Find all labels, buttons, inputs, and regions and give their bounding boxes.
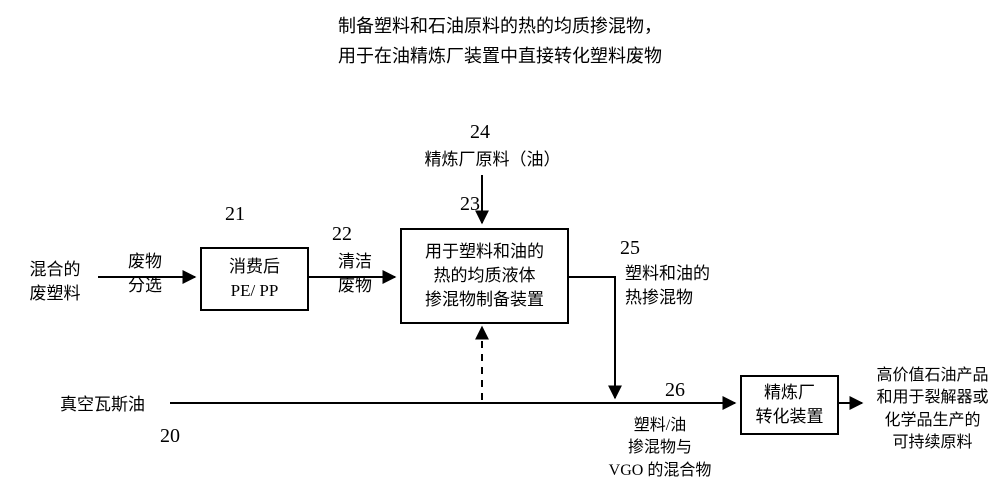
box-refinery-l2: 转化装置 (756, 405, 824, 429)
output-l1: 高价值石油产品 (876, 367, 988, 384)
mix-vgo-l1: 塑料/油 (634, 417, 686, 434)
clean-waste-l2: 废物 (338, 276, 372, 295)
label-mix-with-vgo: 塑料/油 掺混物与 VGO 的混合物 (590, 415, 730, 482)
mix-vgo-l2: 掺混物与 (628, 439, 692, 456)
ref-number-26: 26 (665, 376, 685, 404)
diagram-canvas: 制备塑料和石油原料的热的均质掺混物， 用于在油精炼厂装置中直接转化塑料废物 21… (0, 0, 1000, 503)
box-post-consumer-pe-pp: 消费后 PE/ PP (200, 247, 309, 311)
label-hot-blend: 塑料和油的 热掺混物 (625, 262, 735, 310)
output-l4: 可持续原料 (892, 434, 972, 451)
box-blend-prep-unit: 用于塑料和油的 热的均质液体 掺混物制备装置 (400, 228, 569, 324)
mixed-waste-l1: 混合的 (30, 260, 81, 279)
waste-sort-l1: 废物 (128, 252, 162, 271)
mix-vgo-l3: VGO 的混合物 (609, 462, 712, 479)
label-output-products: 高价值石油产品 和用于裂解器或 化学品生产的 可持续原料 (865, 365, 1000, 455)
title-line2: 用于在油精炼厂装置中直接转化塑料废物 (0, 42, 1000, 71)
box21-l2: PE/ PP (231, 279, 279, 303)
title-text-1: 制备塑料和石油原料的热的均质掺混物， (338, 16, 662, 36)
output-l3: 化学品生产的 (884, 412, 980, 429)
box23-l1: 用于塑料和油的 (425, 240, 544, 264)
label-waste-sort: 废物 分选 (120, 250, 170, 298)
box-refinery-conversion: 精炼厂 转化装置 (740, 375, 839, 435)
title-text-2: 用于在油精炼厂装置中直接转化塑料废物 (338, 46, 662, 66)
box-refinery-l1: 精炼厂 (764, 381, 815, 405)
title-line1: 制备塑料和石油原料的热的均质掺混物， (0, 12, 1000, 41)
label-mixed-waste-plastic: 混合的 废塑料 (20, 258, 90, 306)
hot-blend-l2: 热掺混物 (625, 288, 693, 307)
ref-number-21: 21 (225, 200, 245, 228)
ref-number-23: 23 (460, 190, 480, 218)
clean-waste-l1: 清洁 (338, 252, 372, 271)
hot-blend-l1: 塑料和油的 (625, 264, 710, 283)
ref-number-24: 24 (470, 118, 490, 146)
arrow-box23-down-to-vgo (567, 277, 615, 398)
label-vgo: 真空瓦斯油 (60, 393, 180, 417)
mixed-waste-l2: 废塑料 (30, 284, 81, 303)
label-refinery-feed-oil: 精炼厂原料（油） (405, 148, 580, 172)
waste-sort-l2: 分选 (128, 276, 162, 295)
ref-number-25: 25 (620, 234, 640, 262)
box23-l2: 热的均质液体 (434, 264, 536, 288)
ref-number-20: 20 (160, 422, 180, 450)
box23-l3: 掺混物制备装置 (425, 288, 544, 312)
label-clean-waste: 清洁 废物 (330, 250, 380, 298)
ref-number-22: 22 (332, 220, 352, 248)
box21-l1: 消费后 (229, 255, 280, 279)
output-l2: 和用于裂解器或 (876, 389, 988, 406)
